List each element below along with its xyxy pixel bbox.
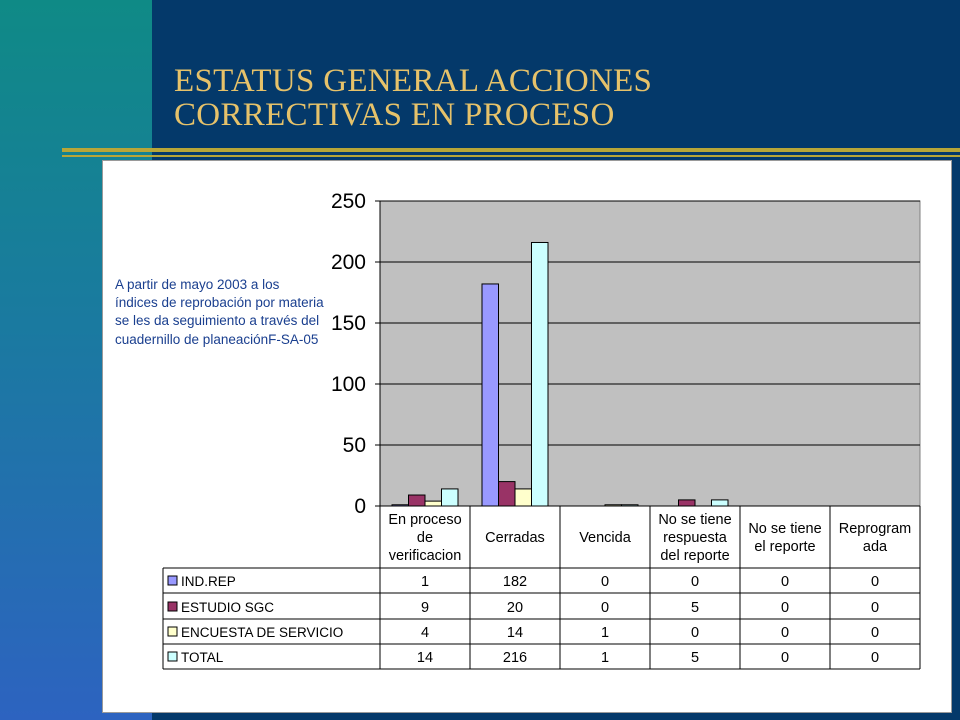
table-value: 0 <box>781 600 789 616</box>
y-tick-label: 100 <box>331 373 366 396</box>
category-label: ada <box>863 539 888 555</box>
bar-estudio-sgc-0 <box>408 494 426 507</box>
y-tick-label: 200 <box>331 251 366 274</box>
table-value: 182 <box>503 574 527 590</box>
title-line-1: ESTATUS GENERAL ACCIONES <box>174 63 653 99</box>
table-value: 0 <box>601 600 609 616</box>
category-label: del reporte <box>660 548 729 564</box>
table-value: 9 <box>421 600 429 616</box>
bar-total-0 <box>441 488 459 507</box>
slide-title: ESTATUS GENERAL ACCIONES CORRECTIVAS EN … <box>174 64 934 132</box>
category-label: respuesta <box>663 530 728 546</box>
plot-area <box>379 200 921 507</box>
bar-total-1 <box>531 241 549 507</box>
y-tick-label: 0 <box>354 495 366 518</box>
table-value: 1 <box>601 625 609 641</box>
bar-estudio-sgc-1 <box>498 481 516 507</box>
table-value: 5 <box>691 650 699 666</box>
legend-label: IND.REP <box>181 574 236 589</box>
bar-encuesta-de-servicio-1 <box>514 488 532 507</box>
table-value: 20 <box>507 600 523 616</box>
bar-ind-rep-1 <box>481 283 499 507</box>
legend-swatch-estudio-sgc <box>167 601 178 612</box>
legend-label: TOTAL <box>181 650 224 665</box>
title-line-2: CORRECTIVAS EN PROCESO <box>174 97 615 133</box>
category-label: No se tiene <box>748 521 821 537</box>
table-value: 0 <box>781 625 789 641</box>
category-label: el reporte <box>754 539 815 555</box>
legend-swatch-encuesta-de-servicio <box>167 626 178 637</box>
table-value: 0 <box>691 625 699 641</box>
table-value: 0 <box>691 574 699 590</box>
table-value: 1 <box>421 574 429 590</box>
y-tick-label: 150 <box>331 312 366 335</box>
table-value: 1 <box>601 650 609 666</box>
y-tick-label: 250 <box>331 190 366 213</box>
table-value: 0 <box>781 574 789 590</box>
table-value: 0 <box>871 574 879 590</box>
table-value: 0 <box>871 625 879 641</box>
category-label: Cerradas <box>485 530 545 546</box>
table-value: 14 <box>417 650 433 666</box>
title-divider <box>62 148 960 152</box>
category-label: verificacion <box>389 548 462 564</box>
table-value: 4 <box>421 625 429 641</box>
y-tick-label: 50 <box>343 434 366 457</box>
legend-swatch-ind-rep <box>167 575 178 586</box>
table-value: 0 <box>871 650 879 666</box>
bar-total-3 <box>711 499 729 507</box>
category-label: No se tiene <box>658 512 731 528</box>
legend-swatch-total <box>167 651 178 662</box>
table-value: 0 <box>871 600 879 616</box>
bar-estudio-sgc-3 <box>678 499 696 507</box>
legend-label: ESTUDIO SGC <box>181 600 274 615</box>
table-value: 0 <box>601 574 609 590</box>
table-value: 14 <box>507 625 523 641</box>
category-label: En proceso <box>388 512 461 528</box>
category-label: Reprogram <box>839 521 912 537</box>
table-value: 0 <box>781 650 789 666</box>
table-value: 216 <box>503 650 527 666</box>
title-divider-thin <box>62 155 960 157</box>
category-label: Vencida <box>579 530 632 546</box>
bar-encuesta-de-servicio-0 <box>424 500 442 507</box>
category-label: de <box>417 530 433 546</box>
table-value: 5 <box>691 600 699 616</box>
legend-label: ENCUESTA DE SERVICIO <box>181 625 343 640</box>
annotation-note: A partir de mayo 2003 a los índices de r… <box>115 277 324 347</box>
